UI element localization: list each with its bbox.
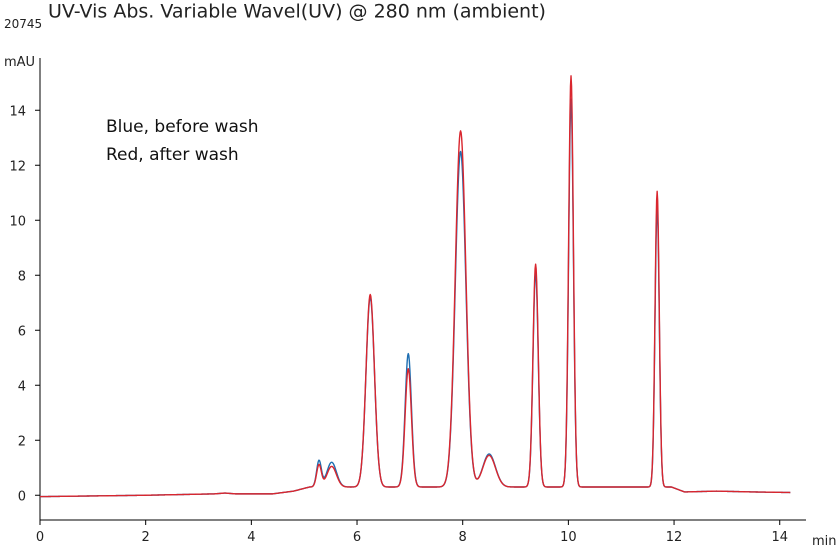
x-axis-unit: min [812, 534, 836, 548]
x-tick-label: 14 [771, 530, 788, 545]
y-tick-label: 8 [18, 269, 26, 284]
x-tick-label: 0 [36, 530, 44, 545]
y-tick-label: 10 [9, 214, 26, 229]
y-tick-label: 12 [9, 159, 26, 174]
x-tick-label: 8 [459, 530, 467, 545]
x-tick-label: 12 [666, 530, 683, 545]
x-tick-label: 2 [142, 530, 150, 545]
y-tick-label: 2 [18, 434, 26, 449]
x-tick-group: 0 2 4 6 8 10 12 14 [36, 520, 788, 545]
trace-group [39, 75, 791, 498]
x-tick-label: 10 [560, 530, 577, 545]
x-tick-label: 4 [247, 530, 255, 545]
y-axis-unit: mAU [4, 55, 35, 70]
y-tick-label: 14 [9, 104, 26, 119]
annotation-blue: Blue, before wash [106, 117, 259, 137]
y-tick-label: 4 [18, 379, 26, 394]
y-tick-label: 0 [18, 489, 26, 504]
y-tick-group: 0 2 4 6 8 10 12 14 [9, 104, 40, 504]
annotation-red: Red, after wash [106, 145, 239, 165]
x-tick-label: 6 [353, 530, 361, 545]
sample-id: 20745 [4, 17, 42, 31]
y-tick-label: 6 [18, 324, 26, 339]
chart-title: UV-Vis Abs. Variable Wavel(UV) @ 280 nm … [48, 1, 546, 23]
axes [39, 58, 806, 521]
trace-after-wash [39, 75, 791, 498]
